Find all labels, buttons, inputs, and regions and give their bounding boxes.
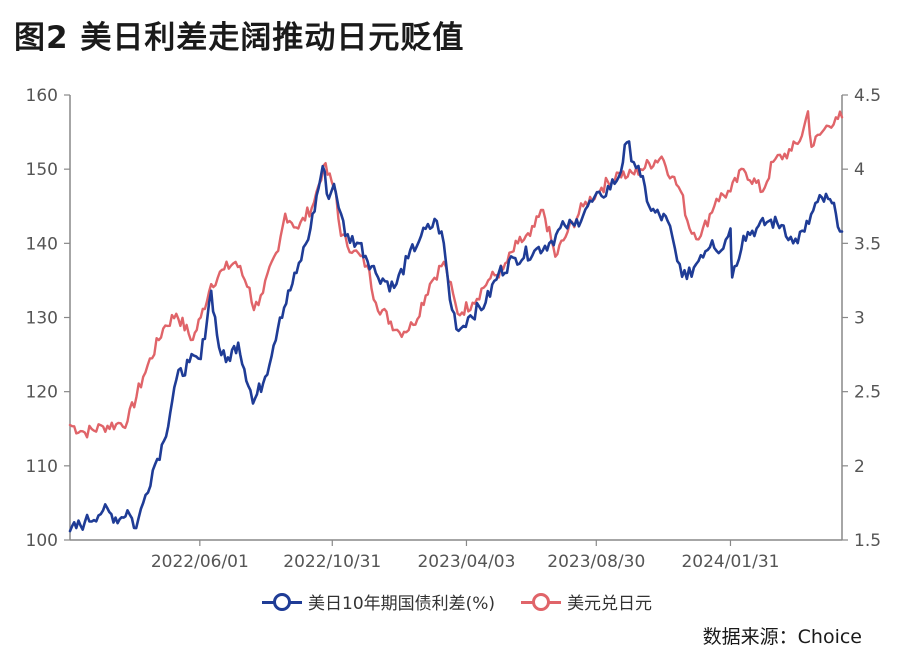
left-tick-label: 160	[26, 86, 58, 106]
right-tick-label: 3	[854, 309, 865, 329]
left-tick-label: 150	[26, 160, 58, 180]
right-tick-label: 1.5	[854, 531, 881, 551]
legend-marker-usdjpy	[532, 592, 551, 611]
legend-label-spread: 美日10年期国债利差(%)	[308, 594, 496, 614]
legend-swatch-usdjpy-icon	[521, 592, 562, 611]
left-tick-label: 130	[26, 309, 58, 329]
right-tick-label: 4.5	[854, 86, 881, 106]
legend-item-usdjpy: 美元兑日元	[521, 589, 652, 614]
right-tick-label: 2.5	[854, 383, 881, 403]
chart-title: 图2 美日利差走阔推动日元贬值	[14, 20, 465, 56]
left-tick-label: 120	[26, 383, 58, 403]
x-tick-label: 2022/06/01	[151, 552, 249, 572]
right-tick-label: 2	[854, 457, 865, 477]
series-line-spread	[68, 140, 844, 533]
legend-marker-spread	[273, 592, 291, 611]
right-tick-label: 3.5	[854, 234, 881, 254]
x-tick-label: 2022/10/31	[283, 552, 381, 572]
x-tick-label: 2024/01/31	[681, 552, 779, 572]
left-tick-label: 100	[26, 531, 58, 551]
axis-ticks-layer: 100 110 120 130 140 150 160 1.5 2 2.5 3 3.5 4 4.5 2022…	[26, 86, 882, 572]
x-tick-label: 2023/08/30	[547, 552, 645, 572]
series-layer	[68, 110, 844, 533]
legend-swatch-spread-icon	[262, 592, 302, 611]
legend-item-spread: 美日10年期国债利差(%)	[262, 589, 495, 614]
x-tick-label: 2023/04/03	[417, 552, 515, 572]
data-source-note: 数据来源：Choice	[702, 626, 862, 648]
left-tick-label: 110	[26, 457, 58, 477]
legend-label-usdjpy: 美元兑日元	[567, 594, 653, 614]
chart-legend: 美日10年期国债利差(%) 美元兑日元	[262, 589, 678, 614]
left-tick-label: 140	[26, 234, 58, 254]
series-line-usdjpy	[68, 110, 844, 439]
right-tick-label: 4	[854, 160, 865, 180]
